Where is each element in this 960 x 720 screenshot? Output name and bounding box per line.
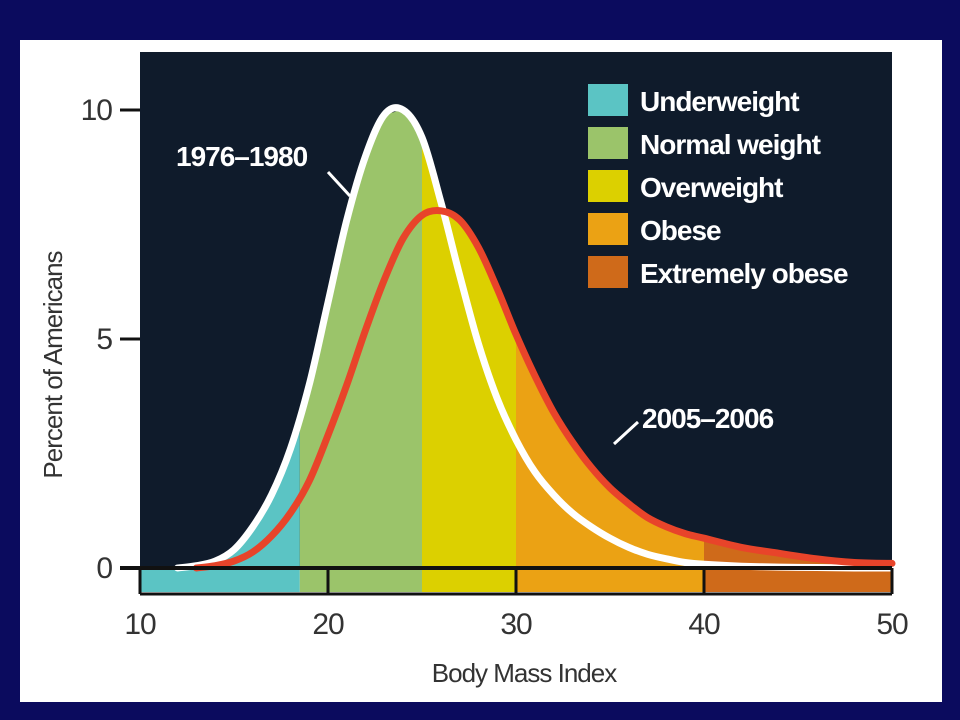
series-labels: 1976–1980 2005–2006: [176, 141, 775, 446]
series-line-1976-1980: [174, 104, 896, 572]
y-tick-label: 5: [96, 323, 112, 356]
legend-swatch-overweight: [588, 170, 628, 202]
bmi-distribution-chart: 10 20 30 40 50 0 5 10 Underweight Normal weight O…: [38, 52, 909, 688]
axes: [120, 108, 894, 596]
bmi-category-strip: [140, 570, 892, 592]
legend-label-underweight: Underweight: [640, 86, 799, 117]
strip-normal-weight: [299, 570, 422, 592]
x-tick-label: 20: [312, 608, 344, 641]
legend-swatch-obese: [588, 213, 628, 245]
y-tick-label: 10: [81, 94, 113, 127]
strip-obese: [516, 570, 704, 592]
distribution-curves: [174, 104, 896, 572]
y-tick-label: 0: [96, 552, 112, 585]
chart-frame: 10 20 30 40 50 0 5 10 Underweight Normal weight O…: [20, 40, 942, 702]
y-axis-title: Percent of Americans: [38, 250, 68, 478]
leader-line-1976-1980: [326, 170, 352, 198]
x-tick-label: 10: [124, 608, 156, 641]
strip-overweight: [422, 570, 516, 592]
legend-swatch-underweight: [588, 84, 628, 116]
legend-label-obese: Obese: [640, 215, 721, 246]
series-label-2005-2006: 2005–2006: [642, 403, 774, 434]
x-tick-label: 50: [876, 608, 908, 641]
legend-swatch-normal-weight: [588, 127, 628, 159]
legend-swatch-extremely-obese: [588, 256, 628, 288]
legend: Underweight Normal weight Overweight Obese E…: [588, 84, 849, 289]
legend-label-overweight: Overweight: [640, 172, 783, 203]
leader-line-2005-2006: [612, 420, 640, 446]
legend-label-normal-weight: Normal weight: [640, 129, 821, 160]
x-tick-label: 30: [500, 608, 532, 641]
strip-underweight: [140, 570, 300, 592]
series-label-1976-1980: 1976–1980: [176, 141, 308, 172]
x-axis-title: Body Mass Index: [432, 658, 617, 688]
x-tick-label: 40: [688, 608, 720, 641]
legend-label-extremely-obese: Extremely obese: [640, 258, 848, 289]
strip-extremely-obese: [704, 570, 892, 592]
series-line-2005-2006: [192, 207, 896, 572]
tick-labels: 10 20 30 40 50 0 5 10: [81, 94, 909, 641]
